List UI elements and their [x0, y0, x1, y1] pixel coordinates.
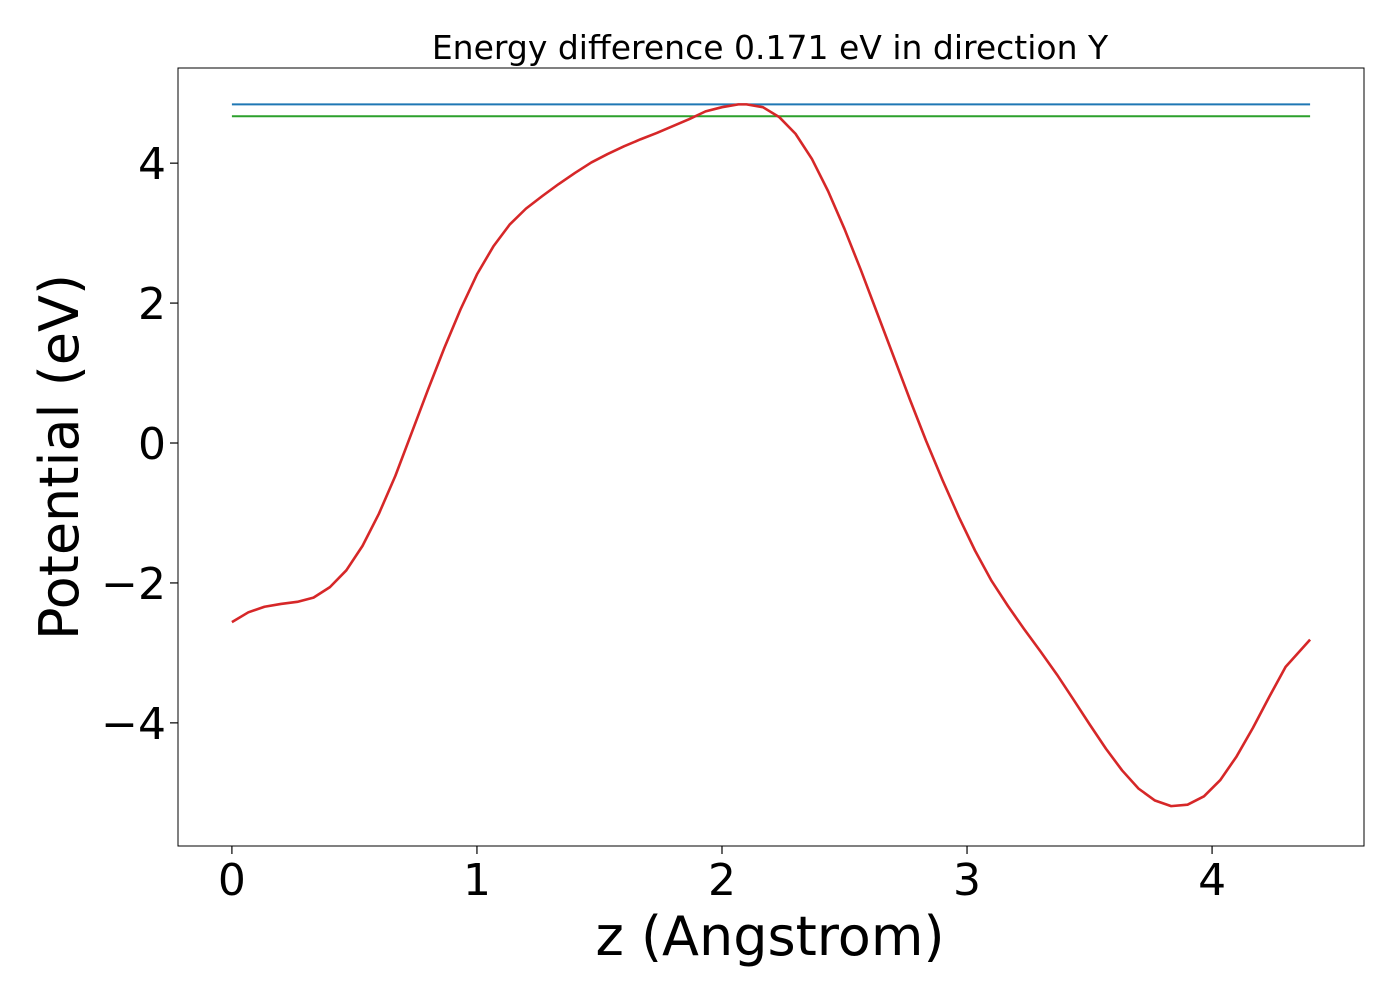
x-axis-label: z (Angstrom) — [595, 905, 944, 968]
y-axis-ticks: −4 −2 0 2 4 — [101, 139, 178, 750]
plot-frame — [177, 67, 1365, 847]
x-tick-label: 3 — [953, 855, 981, 906]
x-tick-label: 4 — [1198, 855, 1226, 906]
y-axis-label: Potential (eV) — [28, 274, 91, 640]
potential-profile-red-line — [231, 103, 1312, 808]
chart-title: Energy difference 0.171 eV in direction … — [432, 28, 1109, 67]
x-tick-label: 0 — [218, 855, 246, 906]
x-tick-label: 2 — [708, 855, 736, 906]
x-tick-label: 1 — [463, 855, 491, 906]
y-tick-label: −4 — [101, 699, 166, 750]
y-tick-label: 2 — [138, 279, 166, 330]
y-tick-label: 0 — [138, 419, 166, 470]
series-layer — [231, 103, 1312, 808]
x-axis-ticks: 0 1 2 3 4 — [218, 846, 1226, 906]
y-tick-label: 4 — [138, 139, 166, 190]
y-tick-label: −2 — [101, 559, 166, 610]
